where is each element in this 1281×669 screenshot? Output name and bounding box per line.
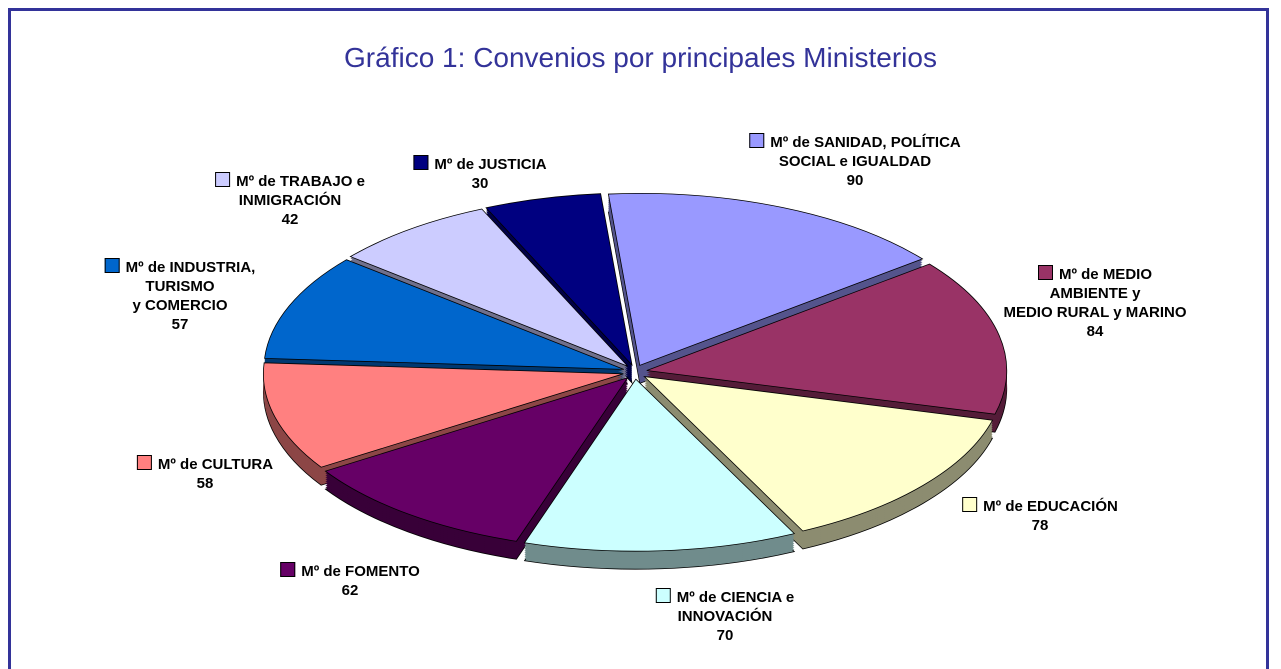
legend-key (413, 155, 429, 170)
value-label: 70 (716, 627, 734, 644)
value-label: 84 (1086, 323, 1104, 340)
slice-label: Mº de SANIDAD, POLÍTICA SOCIAL e IGUALDA… (749, 133, 961, 190)
value-label: 57 (171, 316, 189, 333)
category-label: Mº de EDUCACIÓN (983, 498, 1118, 515)
pie-slice (485, 193, 633, 367)
value-label: 30 (471, 175, 489, 192)
slice-label: Mº de CIENCIA e INNOVACIÓN 70 (655, 588, 795, 645)
slice-label: Mº de INDUSTRIA, TURISMO y COMERCIO 57 (104, 258, 256, 334)
value-label: 42 (281, 211, 299, 228)
frame (8, 8, 1269, 669)
legend-key (655, 588, 671, 603)
slice-label: Mº de CULTURA 58 (136, 455, 274, 493)
category-label: Mº de JUSTICIA (434, 156, 547, 173)
pie-slice (263, 362, 624, 468)
chart-title: Gráfico 1: Convenios por principales Min… (344, 42, 937, 73)
legend-key (104, 258, 120, 273)
pie-slice (264, 259, 624, 370)
pie-slice (646, 263, 1008, 415)
slice-label: Mº de MEDIO AMBIENTE y MEDIO RURAL y MAR… (1002, 265, 1188, 341)
slice-label: Mº de EDUCACIÓN 78 (962, 497, 1118, 535)
value-label: 58 (196, 475, 214, 492)
slice-label: Mº de TRABAJO e INMIGRACIÓN 42 (215, 172, 365, 229)
value-label: 90 (846, 172, 864, 189)
category-label: Mº de CIENCIA e INNOVACIÓN (676, 589, 795, 625)
category-label: Mº de FOMENTO (301, 563, 420, 580)
slice-label: Mº de JUSTICIA 30 (413, 155, 547, 193)
legend-key (749, 133, 765, 148)
pie-slice (349, 208, 629, 367)
legend-key (280, 562, 296, 577)
legend-key (136, 455, 152, 470)
category-label: Mº de INDUSTRIA, TURISMO y COMERCIO (125, 259, 256, 314)
value-label: 78 (1031, 517, 1049, 534)
pie-slice (643, 376, 994, 532)
value-label: 62 (341, 582, 359, 599)
pie-slice (324, 376, 629, 542)
category-label: Mº de TRABAJO e INMIGRACIÓN (236, 173, 365, 209)
legend-key (1038, 265, 1053, 280)
pie-slice (523, 378, 796, 552)
category-label: Mº de CULTURA (157, 456, 274, 473)
legend-key (962, 497, 978, 512)
slice-label: Mº de FOMENTO 62 (280, 562, 420, 600)
pie-slice (607, 192, 924, 366)
legend-key (215, 172, 231, 187)
category-label: Mº de SANIDAD, POLÍTICA SOCIAL e IGUALDA… (770, 134, 961, 170)
category-label: Mº de MEDIO AMBIENTE y MEDIO RURAL y MAR… (1003, 266, 1187, 321)
